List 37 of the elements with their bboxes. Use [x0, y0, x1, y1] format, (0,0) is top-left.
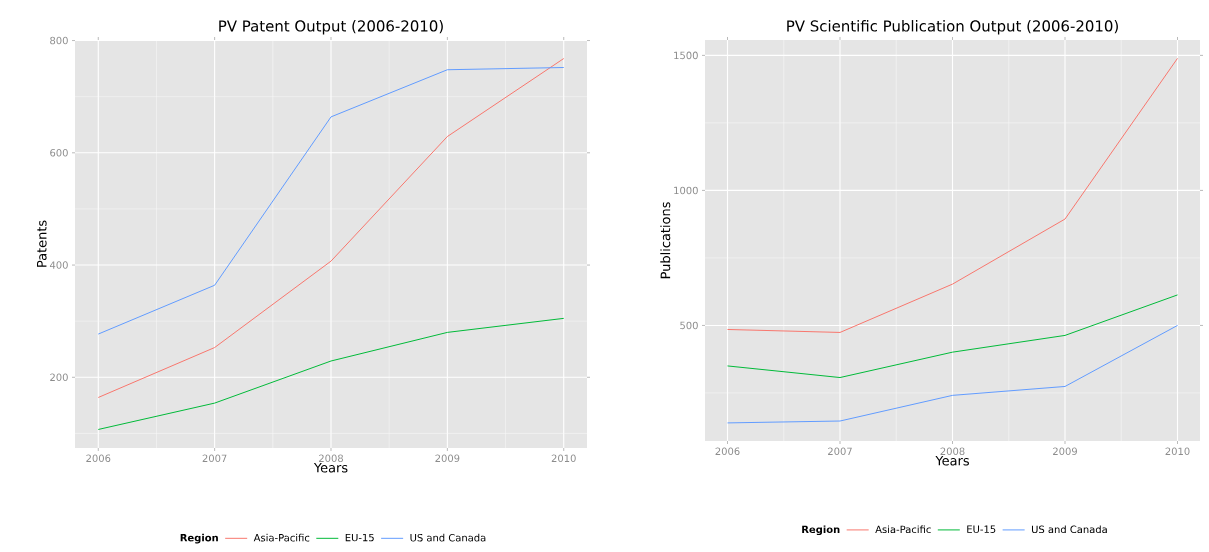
line-series: [97, 67, 565, 335]
x-tick-label: 2007: [828, 447, 852, 456]
y-tick-label: 200: [50, 373, 68, 382]
x-tick-label: 2009: [435, 454, 460, 463]
x-tick-label: 2010: [1165, 447, 1190, 456]
x-tick-label: 2008: [319, 454, 343, 463]
chart-title: PV Scientific Publication Output (2006-2010): [787, 20, 1118, 35]
y-tick-label: 1500: [674, 51, 698, 60]
legend-label: US and Canada: [1031, 525, 1107, 534]
legend-label: US and Canada: [410, 533, 486, 542]
legend-label: EU-15: [967, 525, 996, 533]
x-tick-label: 2008: [940, 447, 965, 456]
line-series: [97, 317, 565, 430]
legend-label: Asia-Pacific: [253, 533, 310, 542]
x-tick-label: 2007: [202, 454, 227, 463]
line-series: [727, 57, 1179, 333]
y-axis-title: Patents: [37, 220, 47, 267]
line-series: [727, 324, 1179, 424]
chart-title: PV Patent Output (2006-2010): [219, 20, 443, 35]
line-series: [97, 58, 565, 398]
y-tick-label: 600: [50, 149, 68, 157]
x-tick-label: 2010: [551, 454, 576, 463]
legend-title: Region: [802, 525, 840, 536]
y-tick-label: 500: [680, 321, 698, 330]
y-tick-label: 1000: [674, 186, 698, 195]
x-axis-title: Years: [313, 462, 348, 473]
x-tick-label: 2006: [715, 447, 740, 456]
legend-label: EU-15: [345, 533, 374, 542]
legend-title: Region: [180, 533, 218, 544]
y-tick-label: 400: [49, 261, 68, 269]
legend-label: Asia-Pacific: [875, 525, 931, 534]
y-tick-label: 800: [50, 36, 68, 45]
x-axis-title: Years: [935, 455, 969, 466]
x-tick-label: 2006: [86, 454, 111, 463]
line-series: [727, 294, 1179, 379]
x-tick-label: 2009: [1053, 447, 1077, 456]
y-axis-title: Publications: [660, 202, 671, 279]
